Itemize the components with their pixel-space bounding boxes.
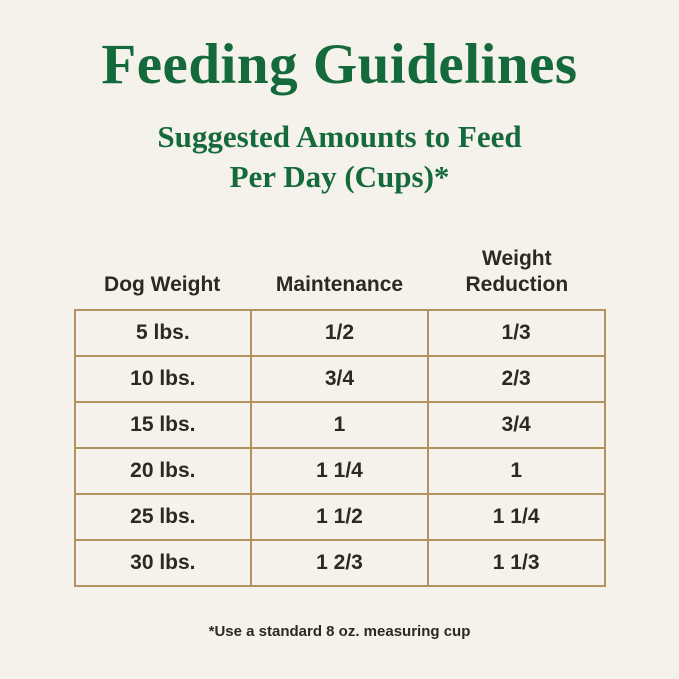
table-cell: 1 1/4 (250, 446, 429, 495)
measuring-cup-footnote: *Use a standard 8 oz. measuring cup (208, 622, 471, 640)
table-cell: 10 lbs. (73, 354, 253, 403)
table-row: 30 lbs. 1 2/3 1 1/3 (73, 538, 606, 587)
page-title: Feeding Guidelines (101, 33, 578, 96)
table-row: 15 lbs. 1 3/4 (73, 400, 606, 449)
table-cell: 30 lbs. (73, 538, 253, 587)
table-row: 20 lbs. 1 1/4 1 (73, 446, 606, 495)
table-cell: 2/3 (426, 354, 606, 403)
table-header-row: Dog Weight Maintenance Weight Reduction (74, 246, 606, 308)
subtitle-line-1: Suggested Amounts to Feed (157, 119, 522, 154)
table-cell: 1 2/3 (250, 538, 429, 587)
table-body: 5 lbs. 1/2 1/3 10 lbs. 3/4 2/3 15 lbs. 1 3/4 20 l… (73, 308, 606, 587)
table-cell: 1 1/3 (426, 538, 606, 587)
table-cell: 20 lbs. (73, 446, 253, 495)
table-cell: 1/2 (250, 308, 429, 357)
table-cell: 1 1/4 (426, 492, 606, 541)
feeding-table-body-grid: 5 lbs. 1/2 1/3 10 lbs. 3/4 2/3 15 lbs. 1 3/4 20 l… (73, 308, 606, 587)
subtitle-line-2: Per Day (Cups)* (229, 158, 450, 194)
page-subtitle: Suggested Amounts to Feed Per Day (Cups)… (0, 117, 679, 196)
table-row: 5 lbs. 1/2 1/3 (73, 308, 606, 357)
table-cell: 3/4 (250, 354, 429, 403)
table-cell: 1 1/2 (250, 492, 429, 541)
table-cell: 5 lbs. (73, 308, 253, 357)
table-cell: 1 (426, 446, 606, 495)
table-row: 25 lbs. 1 1/2 1 1/4 (73, 492, 606, 541)
table-cell: 1/3 (426, 308, 606, 357)
column-header-maintenance: Maintenance (275, 272, 404, 296)
column-header-dog-weight: Dog Weight (104, 272, 221, 296)
table-cell: 15 lbs. (73, 400, 253, 449)
column-header-weight-reduction: Weight Reduction (465, 247, 569, 296)
table-row: 10 lbs. 3/4 2/3 (73, 354, 606, 403)
table-cell: 1 (250, 400, 429, 449)
table-cell: 25 lbs. (73, 492, 253, 541)
table-cell: 3/4 (426, 400, 606, 449)
feeding-table: Dog Weight Maintenance Weight Reduction … (73, 246, 606, 587)
